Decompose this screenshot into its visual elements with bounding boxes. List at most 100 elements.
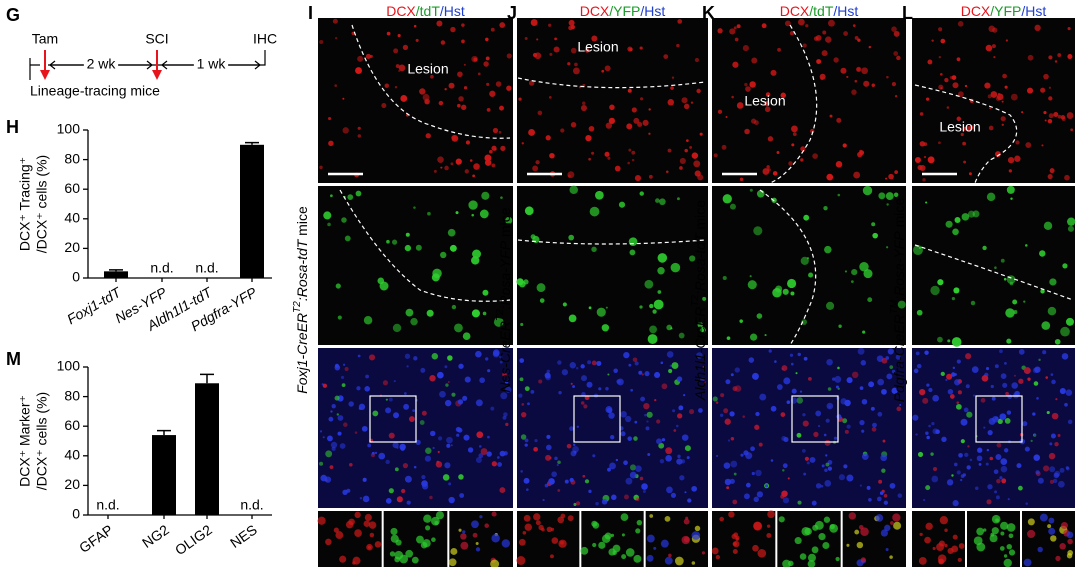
cell xyxy=(678,332,685,339)
cell xyxy=(487,435,490,439)
inset-cell xyxy=(580,546,589,555)
inset-cell xyxy=(625,548,635,557)
cell xyxy=(683,394,686,397)
cell xyxy=(952,82,959,89)
cell xyxy=(881,468,886,473)
cell xyxy=(861,429,865,433)
cell xyxy=(885,192,894,201)
cell xyxy=(575,367,579,370)
cell xyxy=(697,322,704,328)
cell xyxy=(922,178,926,182)
inset-cell xyxy=(462,530,466,534)
cell xyxy=(702,366,706,369)
cell xyxy=(859,484,862,487)
cell xyxy=(492,127,499,134)
inset-cell xyxy=(694,525,701,532)
stain-part: /YFP xyxy=(609,3,640,19)
cell xyxy=(1014,390,1020,397)
cell xyxy=(846,474,854,482)
inset-cell xyxy=(691,531,701,540)
cell xyxy=(809,456,816,463)
inset-cell xyxy=(411,556,419,564)
timeline-caption: Lineage-tracing mice xyxy=(30,83,160,99)
cell xyxy=(521,142,524,145)
cell xyxy=(477,72,481,76)
cell xyxy=(931,475,939,483)
cell xyxy=(604,151,610,157)
cell xyxy=(640,97,644,101)
inset-cell xyxy=(952,534,958,540)
value-label: n.d. xyxy=(195,260,218,276)
cell xyxy=(1006,338,1012,344)
cell xyxy=(1043,465,1050,472)
inset-cell xyxy=(804,527,812,536)
inset-cell xyxy=(557,516,565,524)
cell xyxy=(960,418,968,426)
cell xyxy=(1061,353,1069,360)
cell xyxy=(980,397,986,403)
cell xyxy=(1016,463,1022,469)
cell xyxy=(960,439,965,444)
genotype-label: Pdgfra-CreERTM:Rosa-YFP mice xyxy=(889,198,907,403)
inset-cell xyxy=(491,534,500,543)
cell xyxy=(625,415,632,423)
cell xyxy=(787,278,797,289)
cell xyxy=(530,19,538,26)
cell xyxy=(924,350,929,355)
cell xyxy=(661,383,668,390)
cell xyxy=(556,464,559,467)
zoom-box xyxy=(975,395,1023,443)
cell xyxy=(499,22,506,28)
cell xyxy=(641,373,644,376)
cell xyxy=(796,432,802,438)
cell xyxy=(523,477,530,484)
genotype-reporter: :Rosa-YFP xyxy=(891,231,907,300)
stain-title: DCX/YFP/Hst xyxy=(580,3,666,19)
cell xyxy=(940,38,946,44)
cell xyxy=(1057,434,1061,437)
cell xyxy=(831,377,836,381)
inset-cell xyxy=(685,516,689,520)
cell xyxy=(657,267,665,275)
cell xyxy=(1050,373,1054,376)
cell xyxy=(605,122,612,129)
cell xyxy=(487,369,491,373)
cell xyxy=(1000,258,1005,263)
cell xyxy=(659,198,666,206)
cell xyxy=(871,427,877,432)
stain-title: DCX/tdT/Hst xyxy=(386,3,465,19)
cell xyxy=(458,363,464,369)
inset-cell xyxy=(885,548,889,552)
inset-cell xyxy=(731,533,737,540)
cell xyxy=(842,418,848,424)
inset-cell xyxy=(620,513,629,521)
inset-cell xyxy=(621,533,625,537)
cell xyxy=(851,89,857,95)
cell xyxy=(1043,111,1047,115)
cell xyxy=(987,430,993,436)
cell xyxy=(532,165,539,172)
cell xyxy=(634,420,638,424)
cell xyxy=(997,92,1001,96)
cell xyxy=(997,418,1003,424)
cell xyxy=(782,288,789,295)
cell xyxy=(756,491,764,498)
cell xyxy=(693,160,701,168)
cell xyxy=(490,406,495,411)
cell xyxy=(490,27,495,32)
cell xyxy=(970,300,976,306)
cell xyxy=(1045,376,1049,379)
cell xyxy=(857,38,861,42)
inset-cell xyxy=(431,537,436,543)
inset-cell xyxy=(649,514,654,518)
stain-part: DCX xyxy=(780,3,810,19)
inset-cell xyxy=(416,535,424,544)
inset-cell xyxy=(339,555,347,563)
cell xyxy=(455,426,461,433)
cell xyxy=(689,409,695,415)
cell xyxy=(736,102,744,109)
cell xyxy=(535,160,540,165)
cell xyxy=(400,95,408,102)
inset-cell xyxy=(389,551,396,557)
cell xyxy=(567,174,571,178)
